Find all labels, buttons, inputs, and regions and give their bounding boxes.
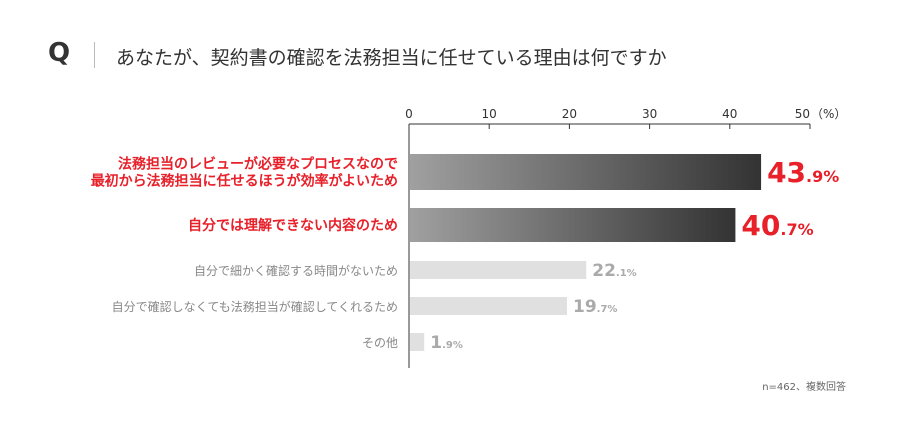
bar — [410, 261, 587, 279]
category-label: 自分では理解できない内容のため — [188, 217, 398, 234]
x-tick-label: 30 — [642, 107, 657, 121]
value-label: 40.7% — [741, 209, 813, 242]
axis-unit-label: （%） — [811, 107, 846, 121]
category-label: 最初から法務担当に任せるほうが効率がよいため — [91, 173, 398, 190]
category-label: 自分で確認しなくても法務担当が確認してくれるため — [112, 299, 398, 314]
x-tick-label: 50 — [795, 107, 810, 121]
category-label: 法務担当のレビューが必要なプロセスなので — [118, 156, 398, 173]
value-label: 22.1% — [592, 261, 636, 281]
x-tick-label: 10 — [482, 107, 497, 121]
bar — [410, 333, 425, 351]
question-q-label: Q — [48, 38, 71, 68]
value-label: 43.9% — [767, 156, 839, 189]
header-divider — [94, 42, 95, 68]
x-tick-label: 20 — [562, 107, 577, 121]
category-label: 自分で細かく確認する時間がないため — [194, 263, 398, 278]
category-label: その他 — [362, 336, 398, 350]
bar — [410, 297, 567, 315]
question-text: あなたが、契約書の確認を法務担当に任せている理由は何ですか — [116, 47, 667, 69]
sample-note: n=462、複数回答 — [762, 382, 846, 393]
bar — [410, 154, 762, 190]
bar — [410, 208, 736, 242]
value-label: 1.9% — [430, 333, 463, 353]
x-tick-label: 0 — [405, 107, 413, 121]
value-label: 19.7% — [573, 297, 617, 317]
x-tick-label: 40 — [722, 107, 737, 121]
